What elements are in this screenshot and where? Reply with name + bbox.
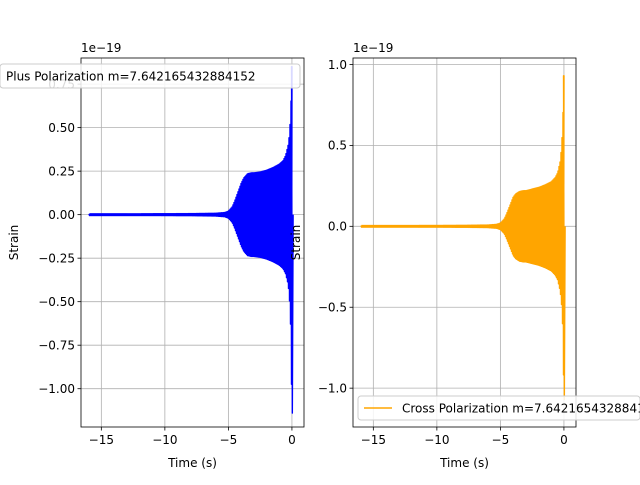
offset-text: 1e−19 (81, 41, 121, 55)
x-axis-label: Time (s) (167, 456, 217, 470)
axes-frame (80, 57, 305, 428)
legend-box (357, 395, 640, 421)
offset-text: 1e−19 (353, 41, 393, 55)
x-tick-label: −15 (89, 433, 114, 447)
y-tick-label: 0.0 (328, 220, 347, 234)
legend-label: Plus Polarization m=7.642165432884152 (6, 69, 256, 83)
y-tick-label: −1.00 (38, 382, 75, 396)
y-tick-label: 0.25 (48, 164, 75, 178)
series-line-0 (360, 75, 566, 401)
y-tick-label: 0.5 (328, 139, 347, 153)
y-tick-label: −0.50 (38, 295, 75, 309)
series-line-0 (88, 66, 294, 414)
x-tick-label: −5 (220, 433, 238, 447)
x-tick-label: −15 (361, 433, 386, 447)
x-axis-label: Time (s) (439, 456, 489, 470)
axes-frame (352, 57, 577, 428)
y-tick-label: −1.0 (318, 381, 347, 395)
legend: Cross Polarization m=7.642165432884152 (357, 395, 640, 421)
legend-box (0, 63, 301, 89)
x-tick-label: −10 (424, 433, 449, 447)
legend-label: Cross Polarization m=7.642165432884152 (402, 401, 640, 415)
y-tick-label: −0.25 (38, 251, 75, 265)
y-tick-label: 1.0 (328, 58, 347, 72)
x-tick-label: 0 (560, 433, 568, 447)
x-tick-label: −10 (152, 433, 177, 447)
x-tick-label: −5 (492, 433, 510, 447)
y-tick-label: −0.75 (38, 338, 75, 352)
y-tick-label: 0.00 (48, 208, 75, 222)
y-tick-label: 0.50 (48, 121, 75, 135)
legend: Plus Polarization m=7.642165432884152 (0, 63, 301, 89)
x-tick-label: 0 (288, 433, 296, 447)
right-plot: −15 −10 −5 0 −1.0 −0.5 0.0 0.5 1.0 1e−19 Time (s) S… (289, 41, 640, 470)
y-axis-label: Strain (7, 225, 21, 261)
left-plot: −15 −10 −5 0 −1.00 −0.75 −0.50 −0.25 0.00 0.25 0.5… (0, 41, 305, 470)
y-tick-label: −0.5 (318, 301, 347, 315)
y-axis-label: Strain (289, 225, 303, 261)
